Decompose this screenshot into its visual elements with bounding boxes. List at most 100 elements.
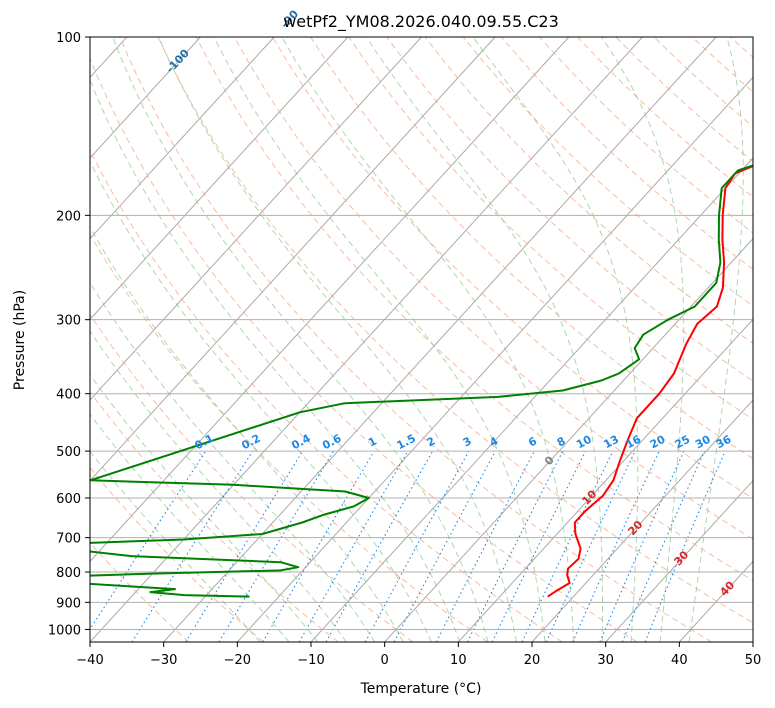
mixing-ratio-line — [393, 450, 496, 642]
mixing-ratio-label: 16 — [624, 432, 644, 451]
mixing-ratio-label: 3 — [461, 434, 474, 449]
y-tick-label: 600 — [56, 492, 81, 507]
mixing-ratio-line — [545, 450, 636, 642]
x-tick-label: 50 — [745, 653, 762, 668]
mixing-ratio-label: 0.1 — [193, 432, 216, 453]
isotherm-line — [90, 37, 422, 401]
x-tick-label: 10 — [450, 653, 467, 668]
y-tick-label: 200 — [56, 209, 81, 224]
pressure-grid — [90, 37, 753, 630]
mixing-ratio-label: 0.4 — [289, 432, 313, 453]
moist-adiabat-line — [281, 37, 575, 642]
moist-adiabat-line — [90, 160, 432, 642]
y-tick-label: 1000 — [48, 623, 81, 638]
moist-adiabat-line — [90, 373, 319, 642]
y-tick-label: 900 — [56, 596, 81, 611]
moist-adiabat-line — [90, 450, 261, 642]
y-tick-label: 100 — [56, 31, 81, 46]
isotherm-line — [605, 479, 753, 642]
x-axis-title: Temperature (°C) — [360, 681, 482, 697]
mixing-ratio-label: 1 — [366, 434, 379, 449]
y-axis: 100 200 300 400 500 600 700 800 900 1000 — [48, 31, 90, 638]
mixing-ratio-line — [218, 450, 334, 642]
moist-adiabat-line — [688, 37, 744, 642]
moist-adiabat-line — [472, 37, 639, 642]
y-axis-title: Pressure (hPa) — [12, 290, 28, 390]
mixing-ratio-label: 0.2 — [239, 432, 262, 453]
dry-adiabat-line — [90, 542, 190, 642]
mixing-ratio-line — [298, 450, 409, 642]
moist-adiabat-line — [158, 37, 517, 642]
isotherm-line — [90, 37, 496, 482]
x-tick-label: 30 — [597, 653, 614, 668]
isotherm-line — [752, 641, 753, 642]
x-tick-label: −40 — [76, 653, 103, 668]
mixing-ratio-line — [131, 450, 254, 642]
moist-adiabat-line — [90, 78, 461, 642]
dry-adiabat-line — [90, 57, 638, 642]
y-tick-label: 700 — [56, 532, 81, 547]
mixing-ratio-line — [491, 450, 587, 642]
x-tick-label: 0 — [381, 653, 389, 668]
dry-adiabat-line — [424, 37, 753, 344]
mixing-ratio-line — [599, 450, 685, 642]
profile-lines — [90, 164, 753, 598]
dry-adiabat-line — [386, 37, 753, 382]
mixing-ratio-label: 20 — [648, 433, 668, 452]
mixing-ratio-line — [521, 450, 614, 642]
isotherm-line — [90, 37, 349, 321]
mixing-ratio-label: 13 — [601, 433, 621, 452]
moist-adiabat-line — [90, 330, 347, 642]
isotherm-line — [531, 399, 753, 642]
mixing-ratio-label: 8 — [555, 434, 568, 449]
isotherm-line — [90, 37, 201, 159]
dry-adiabat-line — [157, 37, 753, 624]
y-tick-label: 500 — [56, 445, 81, 460]
dry-adiabat-line — [539, 37, 753, 234]
dry-adiabat-line — [90, 466, 264, 642]
dry-adiabat-line — [462, 37, 753, 307]
isotherm-line — [163, 37, 717, 642]
plot-frame — [89, 36, 754, 643]
dry-adiabat-line — [310, 37, 753, 460]
mixing-ratio-label: 2 — [425, 434, 438, 449]
background-lines — [90, 37, 775, 642]
mixing-ratio-label: 30 — [693, 433, 713, 452]
mixing-ratio-line — [262, 450, 375, 642]
dry-adiabat-line — [233, 37, 753, 540]
dry-adiabat-line — [90, 391, 339, 642]
mixing-ratio-line — [185, 450, 304, 642]
mixing-ratio-line — [572, 450, 660, 642]
mixing-ratio-line — [644, 450, 726, 642]
isotherm-line — [457, 318, 753, 642]
dry-adiabat-line — [769, 37, 775, 642]
mixing-ratio-label: 36 — [714, 433, 734, 452]
temperature-profile-line — [547, 164, 753, 598]
x-tick-label: −30 — [150, 653, 177, 668]
dry-adiabat-line — [119, 37, 712, 642]
moist-adiabat-line — [365, 37, 603, 642]
isotherm-line — [90, 37, 275, 240]
mixing-ratio-line — [364, 450, 470, 642]
moist-adiabat-line — [213, 37, 546, 642]
isotherm-line — [90, 37, 643, 642]
dry-adiabat-line — [348, 37, 753, 421]
y-tick-label: 800 — [56, 566, 81, 581]
moist-adiabat-line — [112, 37, 489, 642]
dry-adiabat-line — [90, 149, 563, 642]
mixing-ratio-label: 25 — [673, 433, 693, 452]
x-tick-label: 20 — [524, 653, 541, 668]
y-tick-label: 300 — [56, 314, 81, 329]
mixing-ratio-label: 6 — [526, 434, 539, 449]
dry-adiabat-line — [272, 37, 753, 500]
mixing-ratio-line — [90, 450, 207, 631]
isotherm-line — [236, 76, 753, 642]
x-axis: −40 −30 −20 −10 0 10 20 30 40 50 — [76, 642, 761, 668]
x-tick-label: −10 — [297, 653, 324, 668]
isotherm-line — [384, 237, 753, 642]
x-tick-label: 40 — [671, 653, 688, 668]
moist-adiabat-line — [90, 281, 376, 642]
x-tick-label: −20 — [224, 653, 251, 668]
mixing-ratio-line — [467, 450, 564, 642]
